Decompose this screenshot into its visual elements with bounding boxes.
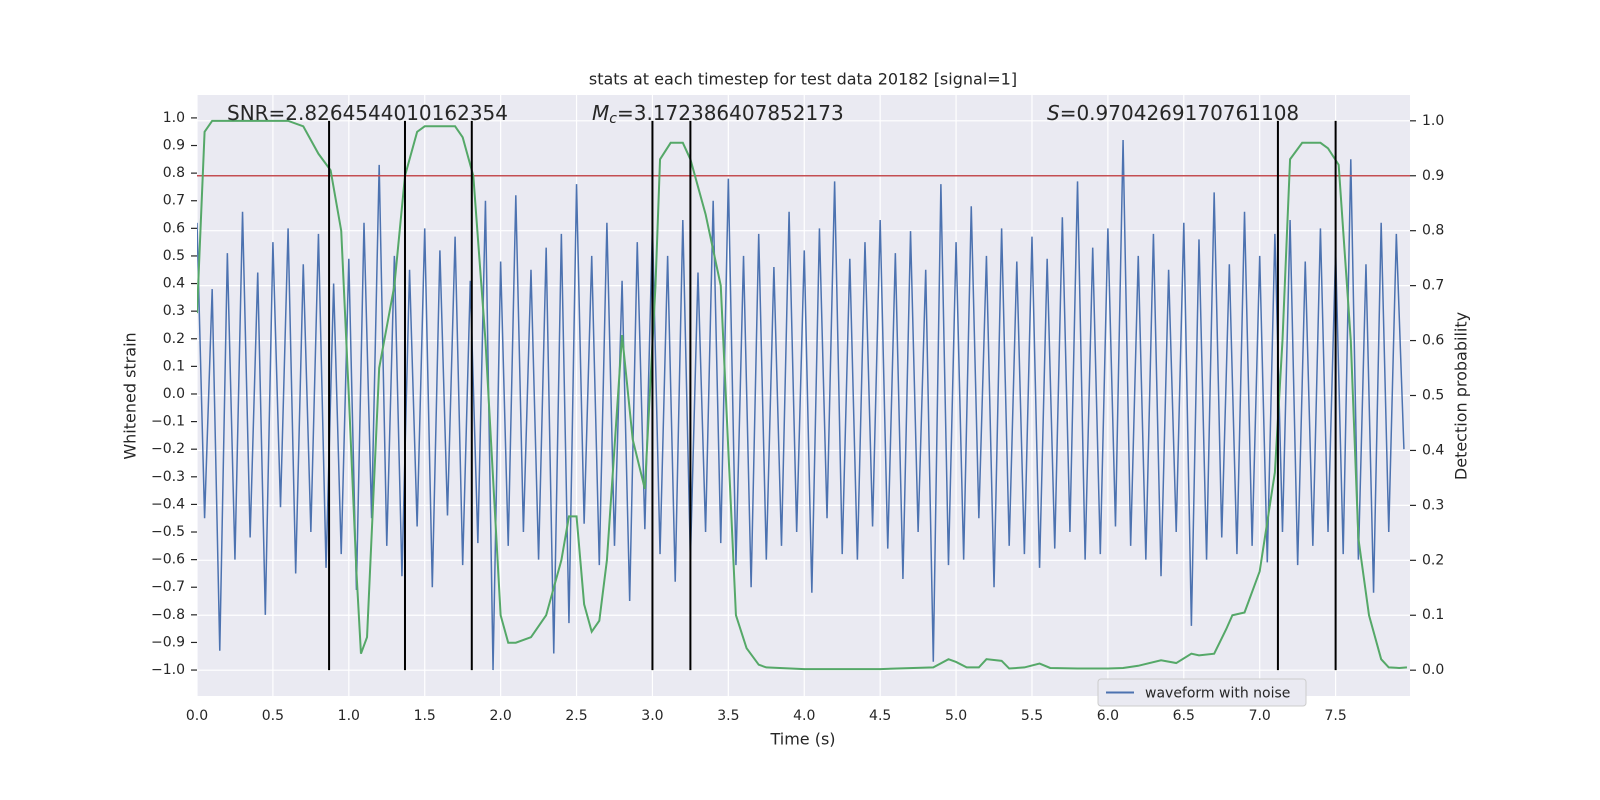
y-tick-label: 0.0 [163,386,185,402]
y-tick-label: 0.8 [163,165,185,181]
y2-axis-label: Detection probability [1452,312,1471,480]
x-tick-label: 1.5 [414,708,436,724]
x-tick-label: 7.5 [1324,708,1346,724]
y2-tick-label: 0.4 [1422,442,1444,458]
x-tick-label: 3.5 [717,708,739,724]
y-tick-label: −0.4 [151,496,185,512]
y-tick-label: −0.7 [151,579,185,595]
x-tick-label: 4.5 [869,708,891,724]
x-tick-label: 2.0 [489,708,511,724]
annotation-subscript: c [609,111,617,127]
annotation-text: =0.9704269170761108 [1060,101,1299,125]
y-tick-label: −0.6 [151,552,185,568]
annotation-text: =3.172386407852173 [617,101,844,125]
x-tick-label: 7.0 [1249,708,1271,724]
y-tick-label: 0.3 [163,303,185,319]
x-tick-label: 0.0 [186,708,208,724]
x-tick-label: 0.5 [262,708,284,724]
y-tick-label: 0.5 [163,248,185,264]
legend-label: waveform with noise [1145,686,1290,702]
y-tick-label: −0.2 [151,441,185,457]
annotation: SNR=2.8264544010162354 [227,101,508,125]
x-tick-label: 5.5 [1021,708,1043,724]
y-tick-label: 0.1 [163,358,185,374]
y-tick-label: 0.7 [163,193,185,209]
x-tick-label: 3.0 [641,708,663,724]
y-tick-label: −0.8 [151,607,185,623]
y2-tick-label: 1.0 [1422,113,1444,129]
y2-tick-label: 0.8 [1422,223,1444,239]
y-tick-label: 0.4 [163,276,185,292]
y-tick-label: 0.9 [163,138,185,154]
annotation-symbol: S [1047,101,1060,125]
y2-tick-label: 0.2 [1422,552,1444,568]
x-tick-label: 4.0 [793,708,815,724]
y2-tick-label: 0.0 [1422,662,1444,678]
x-tick-label: 2.5 [565,708,587,724]
annotation: S=0.9704269170761108 [1047,101,1299,125]
x-axis-label: Time (s) [769,730,835,749]
legend-box [1097,678,1307,707]
y-tick-label: −0.1 [151,414,185,430]
y-axis-label: Whitened strain [121,332,140,459]
series-line [197,119,1408,671]
y2-tick-label: 0.3 [1422,497,1444,513]
annotation: Mc=3.172386407852173 [592,101,844,128]
y2-tick-label: 0.7 [1422,278,1444,294]
y-tick-label: 0.2 [163,331,185,347]
annotation-symbol: M [592,101,609,125]
y-tick-label: 1.0 [163,110,185,126]
x-tick-label: 6.5 [1173,708,1195,724]
x-tick-label: 6.0 [1097,708,1119,724]
y-tick-label: −0.3 [151,469,185,485]
annotation-text: SNR=2.8264544010162354 [227,101,508,125]
x-tick-label: 5.0 [945,708,967,724]
y2-tick-label: 0.9 [1422,168,1444,184]
y-tick-label: −1.0 [151,662,185,678]
y-tick-label: −0.9 [151,634,185,650]
y-tick-label: −0.5 [151,524,185,540]
y-tick-label: 0.6 [163,220,185,236]
x-tick-label: 1.0 [338,708,360,724]
chart-title: stats at each timestep for test data 201… [589,70,1017,89]
y2-tick-label: 0.6 [1422,333,1444,349]
series-line [197,139,1405,671]
y2-tick-label: 0.1 [1422,607,1444,623]
y2-tick-label: 0.5 [1422,388,1444,404]
